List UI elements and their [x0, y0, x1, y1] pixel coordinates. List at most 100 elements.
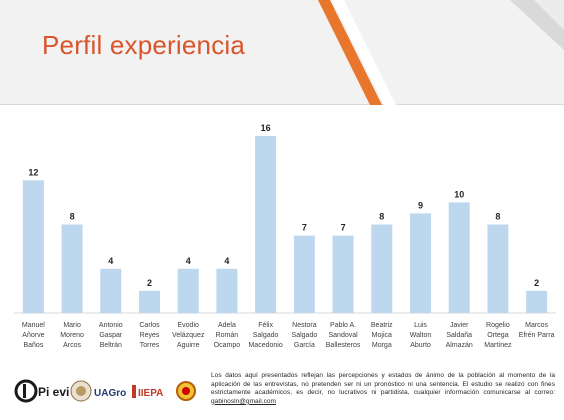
category-label-line: Adela [218, 322, 236, 329]
page-title: Perfil experiencia [42, 30, 246, 60]
category-label-line: Salgado [292, 332, 318, 339]
svg-text:UAGro: UAGro [94, 388, 126, 399]
bar [255, 136, 277, 313]
bar [371, 224, 393, 313]
category-label-line: Morga [372, 342, 392, 349]
category-label: Marcos Efrén Parra [519, 322, 555, 339]
category-label-line: Sandoval [328, 332, 358, 339]
bar [293, 235, 315, 313]
category-label-line: Nestora [292, 322, 317, 329]
category-label-line: Gaspar [99, 332, 123, 339]
category-label: Rogelio Ortega Martínez [484, 322, 512, 349]
category-label-line: Javier [450, 322, 469, 329]
category-label: Evodio Velázquez Aguirre [172, 322, 205, 349]
header-divider [0, 104, 564, 105]
bar-value-label: 7 [341, 223, 346, 233]
category-label: Pablo A. Sandoval Ballesteros [326, 322, 361, 349]
category-label: Mario Moreno Arcos [60, 322, 84, 349]
bar [139, 290, 160, 313]
bar [177, 268, 199, 314]
category-label-line: Salgado [253, 332, 279, 339]
bar-value-label: 4 [108, 256, 113, 266]
bar [487, 224, 509, 313]
bar-chart: 12 Manuel Añorve Baños 8 Mario Moreno Arcos 4 Ant… [14, 123, 556, 349]
bar-value-label: 4 [224, 256, 229, 266]
category-label: Manuel Añorve Baños [22, 322, 45, 349]
category-label-line: Ortega [487, 332, 509, 339]
bar-value-label: 2 [534, 278, 539, 288]
bar-value-label: 9 [418, 200, 423, 210]
bar [332, 235, 354, 313]
category-label-line: Arcos [63, 342, 81, 349]
crest-logo [70, 380, 92, 402]
category-label-line: Beltrán [100, 342, 122, 349]
category-label-line: Ocampo [214, 342, 241, 349]
category-label-line: Rogelio [486, 322, 510, 329]
category-label-line: Almazán [446, 342, 473, 349]
bar [526, 290, 548, 313]
category-label: Nestora Salgado García [292, 322, 318, 349]
disclaimer-text: Los datos aquí presentados reflejan las … [211, 372, 555, 397]
decorative-stripes [318, 0, 564, 105]
corner-triangle-inner [534, 0, 564, 30]
category-label-line: Macedonio [248, 342, 282, 349]
bar-value-label: 16 [261, 123, 271, 133]
circular-seal-logo [176, 381, 196, 401]
category-label: Carlos Reyes Torres [139, 322, 160, 349]
category-label-line: García [294, 342, 315, 349]
category-label-line: Ballesteros [326, 342, 361, 349]
category-label-line: Marcos [525, 322, 548, 329]
category-label-line: Martínez [484, 342, 512, 349]
category-label-line: Torres [140, 342, 160, 349]
iiepa-logo: IIEPA [132, 385, 163, 399]
category-label-line: Añorve [22, 332, 44, 339]
category-label: Beatriz Mojica Morga [371, 322, 393, 349]
bar-value-label: 8 [70, 212, 75, 222]
category-label-line: Pablo A. [330, 322, 356, 329]
bar-value-label: 12 [28, 167, 38, 177]
bar [61, 224, 83, 313]
header-band [0, 0, 564, 105]
category-label: Javier Saldaña Almazán [446, 322, 473, 349]
category-label-line: Mario [63, 322, 81, 329]
category-label-line: Aguirre [177, 342, 200, 349]
category-label: Adela Román Ocampo [214, 322, 241, 349]
disclaimer: Los datos aquí presentados reflejan las … [211, 372, 555, 406]
category-label-line: Carlos [139, 322, 160, 329]
svg-text:Pi evi: Pi evi [38, 385, 69, 399]
email-link[interactable]: gabinosln@gmail.com [211, 397, 276, 405]
category-label: Félix Salgado Macedonio [248, 322, 282, 349]
footer-logos: Pi evi UAGro IIEPA [14, 379, 196, 403]
category-label-line: Antonio [99, 322, 123, 329]
category-label-line: Walton [410, 332, 432, 339]
bar [100, 268, 122, 314]
bar-value-label: 8 [495, 212, 500, 222]
category-label-line: Velázquez [172, 332, 205, 339]
bar [448, 202, 470, 313]
category-label-line: Román [216, 332, 239, 339]
pievi-logo: Pi evi [14, 379, 69, 403]
category-label-line: Efrén Parra [519, 332, 555, 339]
bar-value-label: 4 [186, 256, 191, 266]
bar-value-label: 2 [147, 278, 152, 288]
category-label-line: Saldaña [446, 332, 472, 339]
category-label-line: Evodio [177, 322, 199, 329]
category-label-line: Baños [23, 342, 43, 349]
bar-value-label: 7 [302, 223, 307, 233]
category-label-line: Moreno [60, 332, 84, 339]
category-label-line: Félix [258, 322, 273, 329]
bar [410, 213, 431, 313]
category-label-line: Beatriz [371, 322, 393, 329]
white-stripe [332, 0, 396, 105]
category-label: Antonio Gaspar Beltrán [99, 322, 123, 349]
orange-stripe [318, 0, 382, 105]
bar [216, 268, 238, 314]
category-label: Luis Walton Aburto [410, 322, 432, 349]
uagro-logo: UAGro [94, 388, 126, 399]
category-label-line: Manuel [22, 322, 45, 329]
bar-value-label: 10 [454, 189, 464, 199]
category-label-line: Mojica [372, 332, 392, 339]
category-label-line: Aburto [410, 342, 431, 349]
category-label-line: Reyes [140, 332, 160, 339]
